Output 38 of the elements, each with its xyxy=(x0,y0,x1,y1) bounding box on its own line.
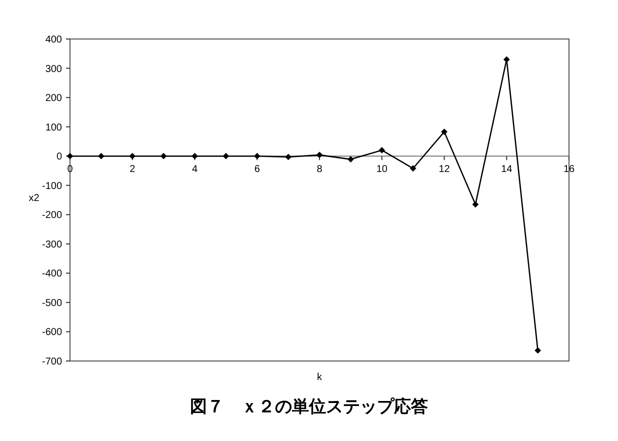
x-axis-title: k xyxy=(317,372,323,383)
point xyxy=(441,128,448,135)
point xyxy=(222,152,230,160)
point xyxy=(316,152,323,158)
point xyxy=(98,152,104,160)
point xyxy=(534,347,542,354)
point xyxy=(503,56,510,63)
y-tick-label: 200 xyxy=(45,93,62,104)
y-tick-label: -600 xyxy=(42,327,62,338)
y-tick-label: -700 xyxy=(42,356,62,368)
x-tick-label: 10 xyxy=(376,164,388,176)
y-tick-label: -500 xyxy=(42,298,62,309)
y-tick-label: 100 xyxy=(45,122,62,134)
x-tick-label: 4 xyxy=(192,164,198,176)
x-tick-label: 2 xyxy=(130,164,136,176)
x-tick-label: 6 xyxy=(254,164,260,176)
point xyxy=(410,165,416,172)
y-tick-label: 300 xyxy=(45,64,62,75)
y-tick-label: 400 xyxy=(45,34,62,46)
point xyxy=(347,156,354,163)
y-tick-label: -400 xyxy=(42,268,62,280)
point xyxy=(160,152,167,160)
point xyxy=(192,152,198,160)
y-tick-label: -200 xyxy=(42,210,62,222)
point xyxy=(254,152,260,160)
y-tick-label: -300 xyxy=(42,239,62,250)
x-tick-label: 14 xyxy=(501,164,513,176)
point xyxy=(66,152,74,160)
text: 図７ ｘ２の単位ステップ応答 xyxy=(190,397,428,416)
y-tick-label: -100 xyxy=(42,180,62,192)
point xyxy=(472,201,479,208)
x-tick-label: 8 xyxy=(316,164,323,176)
point xyxy=(378,147,386,154)
y-tick-label: 0 xyxy=(56,152,62,163)
y-axis-title: x2 xyxy=(28,193,40,204)
point xyxy=(129,152,136,160)
point xyxy=(285,154,292,160)
x-tick-label: 12 xyxy=(438,164,450,176)
